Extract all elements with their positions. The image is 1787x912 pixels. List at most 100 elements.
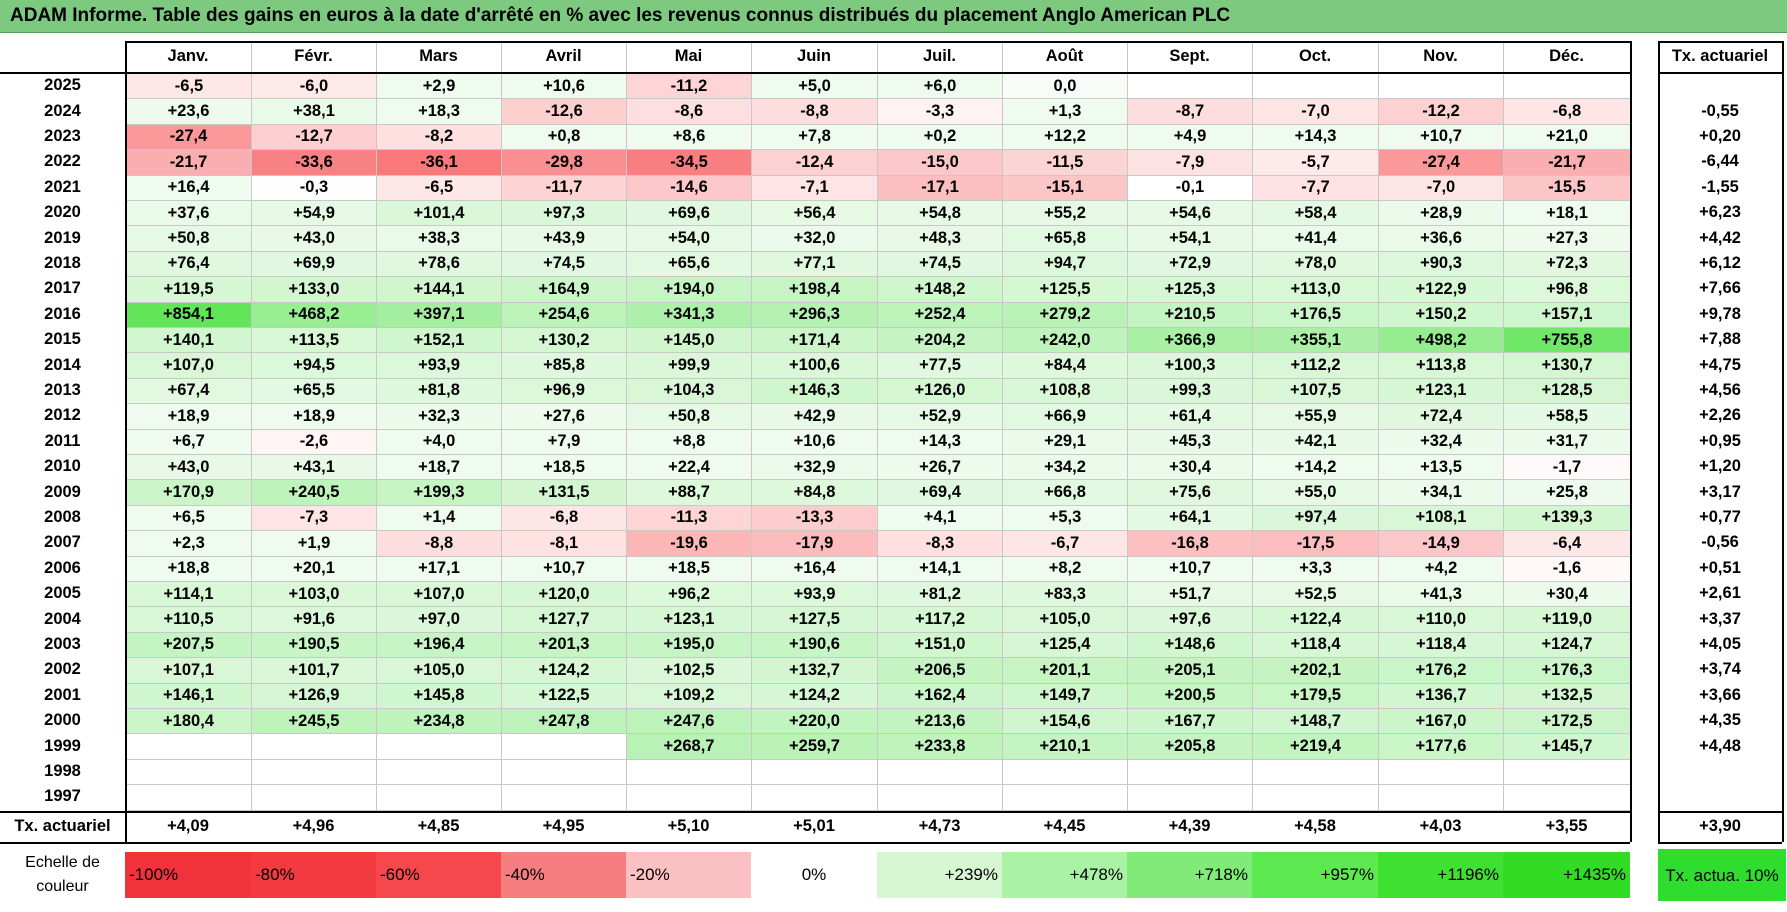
month-header: Avril	[545, 47, 582, 65]
table-cell: +122,5	[502, 683, 626, 708]
table-cell: +127,5	[752, 607, 877, 632]
table-cell: +54,1	[1128, 226, 1252, 251]
tx-header: Tx. actuariel	[1671, 47, 1769, 65]
table-cell: +242,0	[1003, 328, 1127, 353]
table-cell: +124,2	[502, 658, 626, 683]
year-label: 2004	[44, 609, 81, 628]
table-cell: +108,1	[1379, 505, 1503, 531]
table-cell: +103,0	[252, 582, 376, 607]
table-cell	[502, 759, 626, 785]
grid-line	[1782, 41, 1784, 842]
table-cell: -1,6	[1504, 556, 1630, 581]
table-cell: +8,8	[627, 429, 751, 454]
table-cell: +3,3	[1253, 556, 1378, 581]
table-cell: +54,9	[252, 201, 376, 226]
table-cell: +133,0	[252, 277, 376, 302]
table-cell	[1253, 759, 1378, 785]
table-cell: +7,8	[752, 124, 877, 150]
table-cell: +120,0	[502, 582, 626, 607]
table-cell: +1,4	[377, 505, 501, 531]
table-cell	[1253, 785, 1378, 810]
year-label: 2009	[44, 482, 81, 501]
table-cell: +279,2	[1003, 302, 1127, 327]
table-cell: +145,8	[377, 683, 501, 708]
tx-cell: -1,55	[1701, 177, 1739, 196]
table-cell: -1,7	[1504, 455, 1630, 480]
table-cell: +198,4	[752, 277, 877, 302]
tx-cell: -0,55	[1701, 101, 1739, 120]
month-header: Août	[1045, 47, 1084, 65]
table-cell: +100,6	[752, 353, 877, 378]
table-cell: +107,0	[377, 582, 501, 607]
table-cell: +43,9	[502, 226, 626, 251]
tx-cell: +3,37	[1699, 609, 1741, 628]
tx-cell: +2,61	[1699, 584, 1741, 603]
table-cell: +113,0	[1253, 277, 1378, 302]
table-cell: +27,3	[1504, 226, 1630, 251]
table-cell: -27,4	[1379, 150, 1503, 175]
table-cell: +205,8	[1128, 734, 1252, 759]
table-cell: +4,0	[377, 429, 501, 454]
table-cell: +210,1	[1003, 734, 1127, 759]
table-cell: +131,5	[502, 480, 626, 505]
table-cell	[126, 734, 251, 759]
table-cell: -7,0	[1379, 175, 1503, 200]
year-label: 2005	[44, 584, 81, 603]
month-header: Déc.	[1549, 47, 1584, 65]
year-label: 2025	[44, 76, 81, 95]
table-cell: -6,7	[1003, 531, 1127, 556]
year-label: 2001	[44, 685, 81, 704]
table-cell: +72,4	[1379, 404, 1503, 429]
table-cell	[627, 759, 751, 785]
table-cell: +176,3	[1504, 658, 1630, 683]
tx-cell: +3,66	[1699, 685, 1741, 704]
table-cell: +41,4	[1253, 226, 1378, 251]
table-cell: +194,0	[627, 277, 751, 302]
table-cell: +854,1	[126, 302, 251, 327]
scale-swatch: -20%	[626, 852, 751, 898]
table-cell: -17,5	[1253, 531, 1378, 556]
table-cell: +96,9	[502, 378, 626, 404]
table-cell: +128,5	[1504, 378, 1630, 404]
table-cell: +10,7	[502, 556, 626, 581]
table-cell: +1,3	[1003, 99, 1127, 124]
table-cell: +109,2	[627, 683, 751, 708]
grid-line	[1127, 41, 1128, 811]
tx-cell: +9,78	[1699, 304, 1741, 323]
table-cell: +148,7	[1253, 709, 1378, 734]
table-cell: -7,7	[1253, 175, 1378, 200]
table-cell: +18,1	[1504, 201, 1630, 226]
table-cell: +97,4	[1253, 505, 1378, 531]
table-cell: +0,2	[878, 124, 1002, 150]
table-cell: +18,8	[126, 556, 251, 581]
table-cell: +32,4	[1379, 429, 1503, 454]
table-cell: +8,6	[627, 124, 751, 150]
table-cell	[1504, 759, 1630, 785]
grid-line	[1658, 72, 1782, 74]
table-cell: +397,1	[377, 302, 501, 327]
tx-cell: +6,23	[1699, 203, 1741, 222]
year-label: 2017	[44, 279, 81, 298]
table-cell: +144,1	[377, 277, 501, 302]
table-cell: +54,8	[878, 201, 1002, 226]
table-cell: +118,4	[1379, 632, 1503, 658]
table-cell: +14,3	[878, 429, 1002, 454]
year-label: 1998	[44, 761, 81, 780]
tx-cell: +0,51	[1699, 558, 1741, 577]
table-cell: +32,3	[377, 404, 501, 429]
scale-swatch: +718%	[1127, 852, 1252, 898]
table-cell: +26,7	[878, 455, 1002, 480]
table-cell: +90,3	[1379, 251, 1503, 277]
table-cell: -6,0	[252, 74, 376, 99]
table-cell: +114,1	[126, 582, 251, 607]
table-cell: -3,3	[878, 99, 1002, 124]
scale-label: Echelle de couleur	[25, 854, 100, 895]
table-cell: +36,6	[1379, 226, 1503, 251]
table-cell: +66,8	[1003, 480, 1127, 505]
month-header: Mai	[674, 47, 703, 65]
table-cell: +234,8	[377, 709, 501, 734]
table-cell: +170,9	[126, 480, 251, 505]
table-cell: +65,5	[252, 378, 376, 404]
table-cell: +180,4	[126, 709, 251, 734]
table-cell: +355,1	[1253, 328, 1378, 353]
